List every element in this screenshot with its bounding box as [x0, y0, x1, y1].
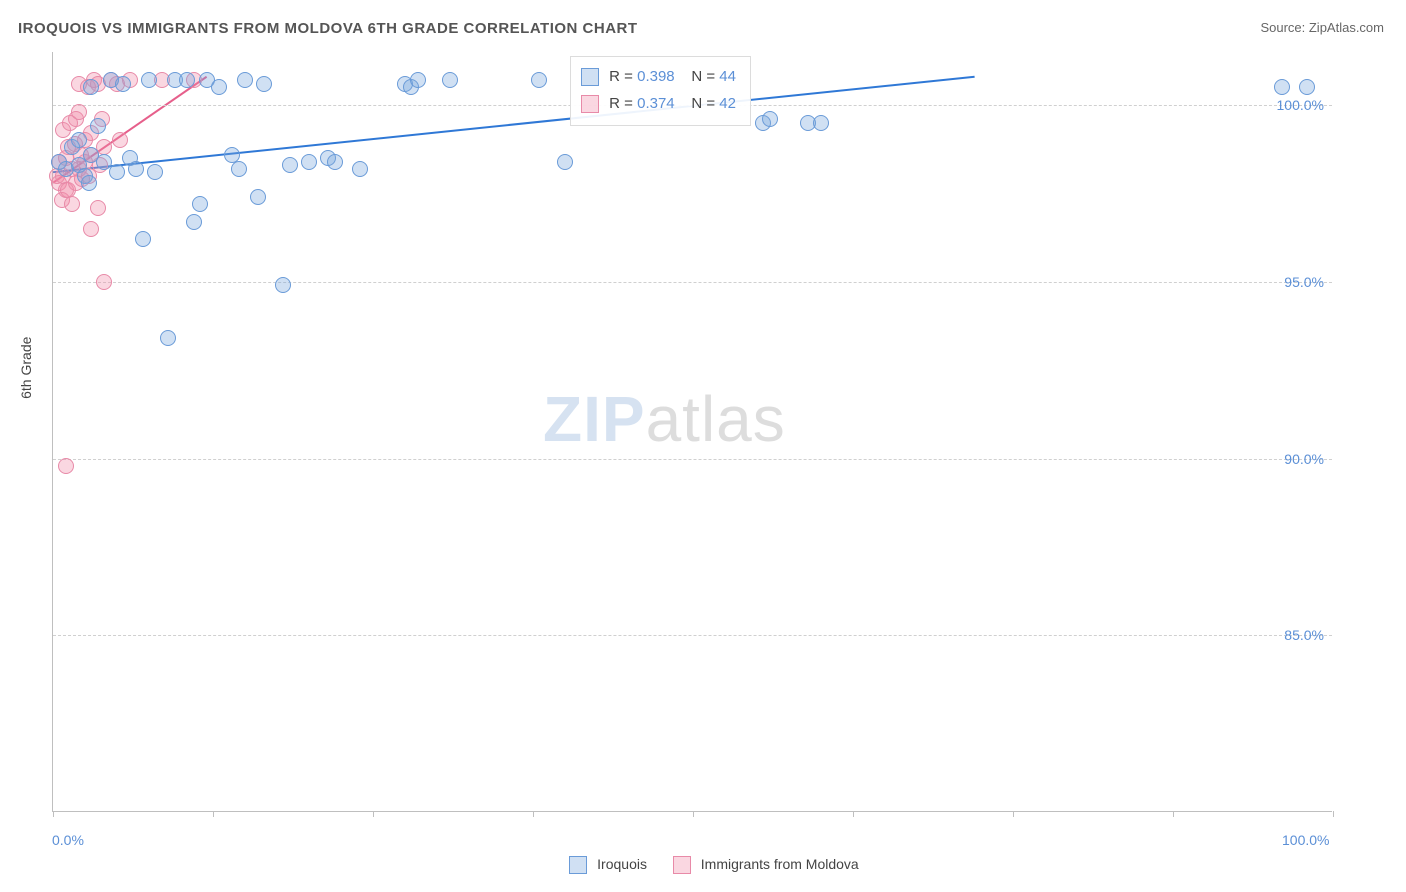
iroquois-point — [275, 277, 291, 293]
iroquois-point — [81, 175, 97, 191]
x-tick — [213, 811, 214, 817]
moldova-point — [96, 274, 112, 290]
legend-iroquois-label: Iroquois — [597, 856, 647, 872]
y-tick-label: 100.0% — [1277, 97, 1324, 113]
grid-line — [53, 635, 1332, 636]
x-tick — [533, 811, 534, 817]
iroquois-point — [231, 161, 247, 177]
moldova-point — [71, 104, 87, 120]
iroquois-point — [192, 196, 208, 212]
iroquois-point — [211, 79, 227, 95]
y-tick-label: 85.0% — [1284, 627, 1324, 643]
iroquois-point — [1274, 79, 1290, 95]
legend-moldova-label: Immigrants from Moldova — [701, 856, 859, 872]
x-tick — [1013, 811, 1014, 817]
r-label: R = — [609, 68, 633, 85]
moldova-r-value: 0.374 — [637, 95, 675, 112]
iroquois-point — [141, 72, 157, 88]
x-tick — [853, 811, 854, 817]
n-label: N = — [691, 95, 715, 112]
x-tick — [1173, 811, 1174, 817]
source-label: Source: — [1260, 20, 1308, 35]
grid-line — [53, 459, 1332, 460]
correlation-stats-box: R = 0.398 N = 44 R = 0.374 N = 42 — [570, 56, 751, 126]
iroquois-point — [90, 118, 106, 134]
iroquois-point — [813, 115, 829, 131]
iroquois-point — [147, 164, 163, 180]
iroquois-point — [109, 164, 125, 180]
iroquois-point — [115, 76, 131, 92]
legend-bottom: Iroquois Immigrants from Moldova — [0, 856, 1406, 874]
iroquois-point — [128, 161, 144, 177]
iroquois-point — [250, 189, 266, 205]
iroquois-point — [410, 72, 426, 88]
iroquois-point — [762, 111, 778, 127]
grid-line — [53, 282, 1332, 283]
x-tick — [373, 811, 374, 817]
iroquois-point — [557, 154, 573, 170]
iroquois-trend-line — [53, 77, 975, 172]
moldova-n-value: 42 — [719, 95, 736, 112]
n-label: N = — [691, 68, 715, 85]
iroquois-point — [179, 72, 195, 88]
moldova-point — [58, 458, 74, 474]
y-tick-label: 95.0% — [1284, 274, 1324, 290]
y-axis-label: 6th Grade — [18, 337, 34, 399]
iroquois-point — [160, 330, 176, 346]
x-tick — [53, 811, 54, 817]
iroquois-point — [1299, 79, 1315, 95]
iroquois-point — [442, 72, 458, 88]
x-tick — [693, 811, 694, 817]
iroquois-n-value: 44 — [719, 68, 736, 85]
x-tick-label: 0.0% — [52, 832, 84, 848]
moldova-point — [112, 132, 128, 148]
r-label: R = — [609, 95, 633, 112]
iroquois-point — [83, 79, 99, 95]
x-tick — [1333, 811, 1334, 817]
iroquois-point — [237, 72, 253, 88]
moldova-point — [83, 221, 99, 237]
y-tick-label: 90.0% — [1284, 451, 1324, 467]
iroquois-point — [531, 72, 547, 88]
iroquois-point — [301, 154, 317, 170]
iroquois-point — [186, 214, 202, 230]
moldova-swatch-icon — [581, 95, 599, 113]
moldova-point — [64, 196, 80, 212]
stats-row-iroquois: R = 0.398 N = 44 — [581, 63, 736, 90]
source-attribution: Source: ZipAtlas.com — [1260, 20, 1384, 35]
iroquois-point — [135, 231, 151, 247]
moldova-point — [90, 200, 106, 216]
iroquois-point — [282, 157, 298, 173]
iroquois-swatch-icon — [569, 856, 587, 874]
iroquois-point — [71, 132, 87, 148]
x-tick-label: 100.0% — [1282, 832, 1329, 848]
source-name: ZipAtlas.com — [1309, 20, 1384, 35]
iroquois-point — [327, 154, 343, 170]
iroquois-swatch-icon — [581, 68, 599, 86]
chart-title: IROQUOIS VS IMMIGRANTS FROM MOLDOVA 6TH … — [18, 20, 638, 37]
iroquois-point — [256, 76, 272, 92]
iroquois-r-value: 0.398 — [637, 68, 675, 85]
stats-row-moldova: R = 0.374 N = 42 — [581, 90, 736, 117]
scatter-plot-area: ZIPatlas 85.0%90.0%95.0%100.0% — [52, 52, 1332, 812]
iroquois-point — [352, 161, 368, 177]
moldova-swatch-icon — [673, 856, 691, 874]
